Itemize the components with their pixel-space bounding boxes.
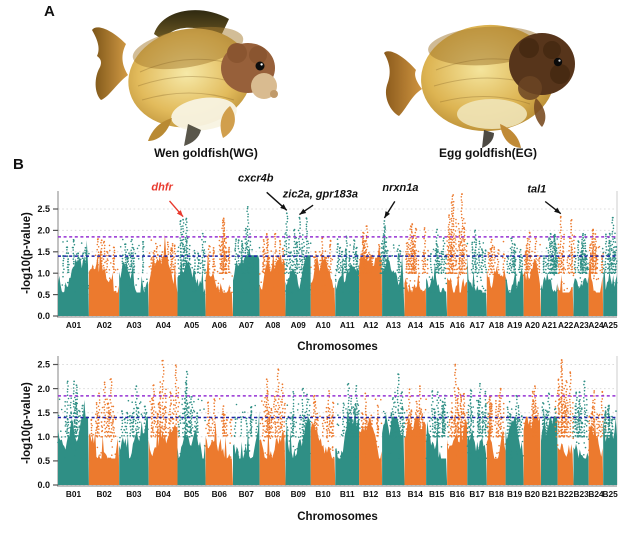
svg-text:A20: A20 (525, 320, 541, 330)
svg-text:nrxn1a: nrxn1a (382, 182, 418, 194)
svg-text:2.0: 2.0 (37, 226, 50, 236)
manhattan-plot-wg: 0.0 0.5 1.0 1.5 2.0 2.5 A01 A02 A03 A04 A05 A06 A07 A… (37, 172, 618, 330)
egg-goldfish-drawing (384, 24, 575, 148)
svg-text:A25: A25 (602, 320, 618, 330)
panel-a-label: A (44, 3, 55, 20)
svg-text:2.5: 2.5 (37, 204, 50, 214)
svg-text:A01: A01 (66, 320, 82, 330)
svg-text:A15: A15 (429, 320, 445, 330)
svg-text:A22: A22 (558, 320, 574, 330)
wen-goldfish-caption: Wen goldfish(WG) (154, 146, 258, 160)
svg-text:dhfr: dhfr (151, 182, 173, 194)
svg-text:0.5: 0.5 (37, 290, 50, 300)
svg-text:A24: A24 (588, 320, 604, 330)
svg-text:A23: A23 (573, 320, 589, 330)
svg-text:A09: A09 (291, 320, 307, 330)
svg-text:A16: A16 (450, 320, 466, 330)
svg-text:A21: A21 (542, 320, 558, 330)
egg-goldfish-image (384, 24, 575, 148)
svg-text:0.0: 0.0 (37, 311, 50, 321)
svg-text:1.5: 1.5 (37, 408, 50, 418)
svg-text:A06: A06 (212, 320, 228, 330)
svg-text:A07: A07 (239, 320, 255, 330)
svg-text:tal1: tal1 (527, 184, 546, 196)
svg-text:A02: A02 (96, 320, 112, 330)
svg-text:2.5: 2.5 (37, 360, 50, 370)
svg-text:A13: A13 (386, 320, 402, 330)
wen-goldfish-drawing (92, 10, 278, 146)
svg-text:B01: B01 (66, 489, 82, 499)
svg-text:A11: A11 (340, 320, 355, 330)
svg-text:0.0: 0.0 (37, 480, 50, 490)
svg-text:B04: B04 (155, 489, 171, 499)
svg-text:A18: A18 (489, 320, 505, 330)
panel-b-label: B (13, 156, 24, 173)
svg-text:B05: B05 (184, 489, 200, 499)
svg-text:A08: A08 (265, 320, 281, 330)
svg-text:1.0: 1.0 (37, 268, 50, 278)
wen-goldfish-eye (255, 61, 265, 71)
svg-text:cxcr4b: cxcr4b (238, 172, 274, 184)
svg-text:A17: A17 (469, 320, 485, 330)
svg-text:A19: A19 (507, 320, 523, 330)
svg-text:A03: A03 (126, 320, 142, 330)
svg-text:0.5: 0.5 (37, 456, 50, 466)
svg-text:A14: A14 (408, 320, 424, 330)
svg-text:B02: B02 (96, 489, 112, 499)
svg-text:1.5: 1.5 (37, 247, 50, 257)
svg-text:A12: A12 (363, 320, 379, 330)
egg-goldfish-eye (553, 57, 563, 67)
svg-text:1.0: 1.0 (37, 432, 50, 442)
svg-text:zic2a, gpr183a: zic2a, gpr183a (282, 189, 358, 201)
egg-goldfish-caption: Egg goldfish(EG) (439, 146, 537, 160)
svg-text:A05: A05 (184, 320, 200, 330)
svg-text:A10: A10 (315, 320, 331, 330)
svg-text:A04: A04 (155, 320, 171, 330)
wen-goldfish-image (92, 10, 278, 146)
svg-text:B03: B03 (126, 489, 142, 499)
svg-text:2.0: 2.0 (37, 384, 50, 394)
